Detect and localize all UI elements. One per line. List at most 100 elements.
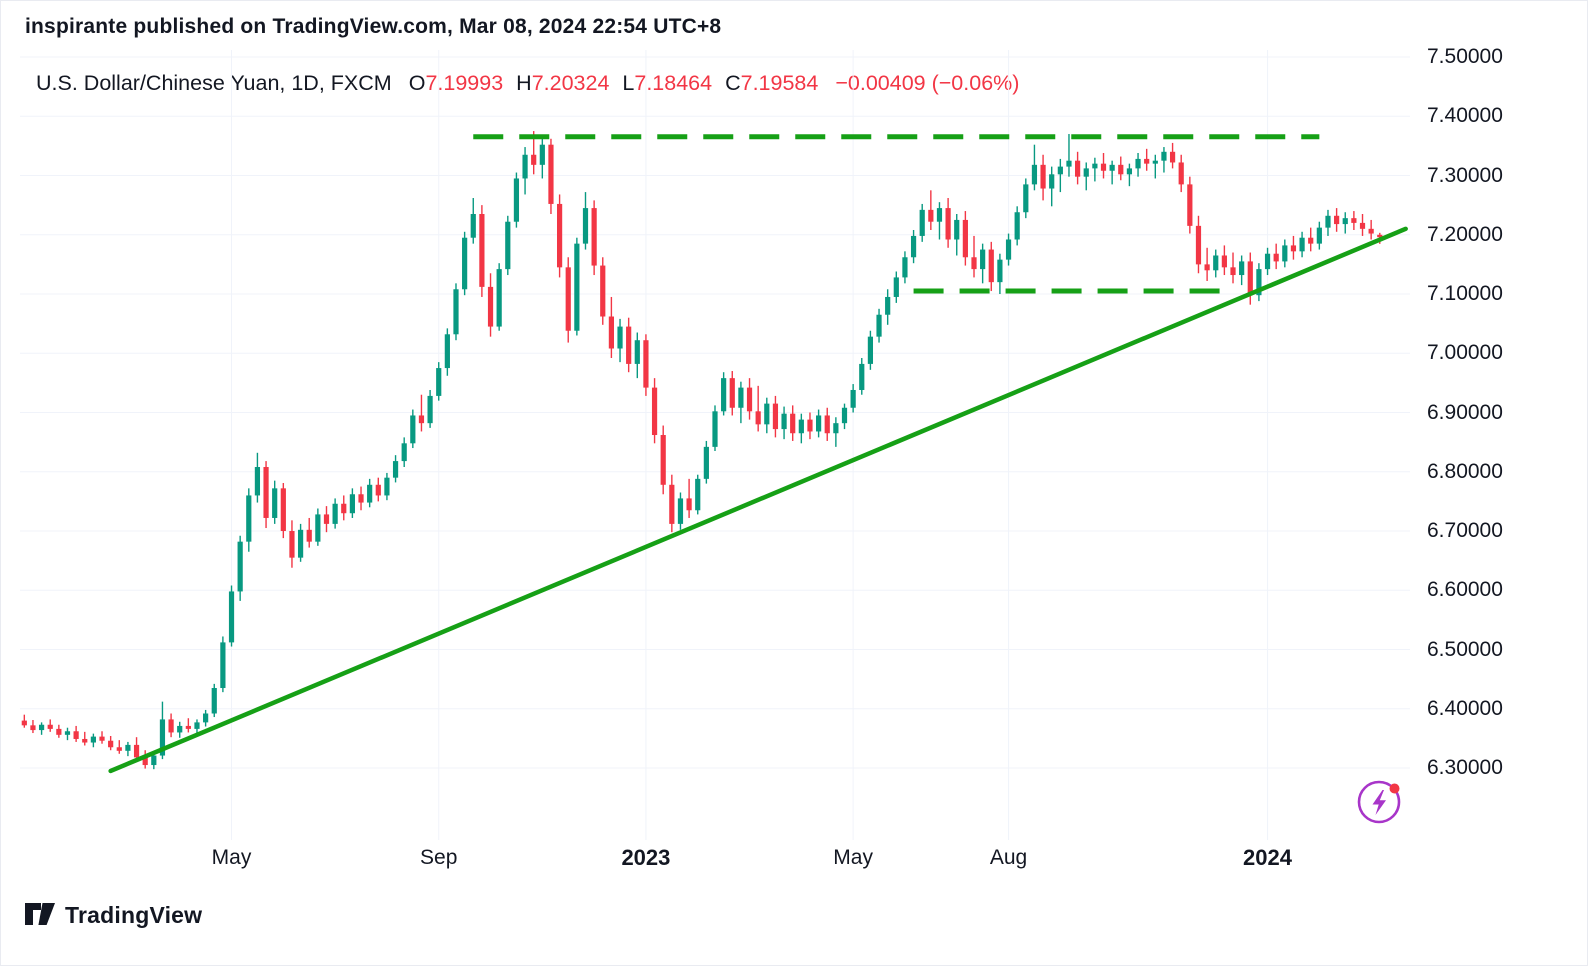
candle-body xyxy=(410,415,416,444)
candle-body xyxy=(1256,269,1262,296)
ohlc-high: H7.20324 xyxy=(516,71,609,96)
ohlc-low: L7.18464 xyxy=(622,71,712,96)
candle-body xyxy=(1299,237,1305,252)
candle-body xyxy=(1066,160,1072,167)
candle-body xyxy=(928,209,934,222)
candle-body xyxy=(1204,264,1210,271)
candle-body xyxy=(1377,234,1383,238)
ohlc-close: C7.19584 xyxy=(725,71,818,96)
price-tick-label: 6.40000 xyxy=(1427,696,1503,720)
ohlc-low-label: L xyxy=(622,71,635,95)
candle-body xyxy=(436,368,442,396)
candle-body xyxy=(1178,162,1184,185)
candle-body xyxy=(289,531,295,558)
ascending-support-trendline[interactable] xyxy=(108,226,1408,774)
candle-body xyxy=(375,484,381,496)
ohlc-high-value: 7.20324 xyxy=(531,71,610,95)
candle-body xyxy=(99,736,105,741)
candle-body xyxy=(591,208,597,266)
candle-body xyxy=(651,387,658,436)
candle-body xyxy=(263,467,269,518)
tradingview-logo[interactable]: TradingView xyxy=(25,901,202,929)
candle-body xyxy=(807,419,813,432)
price-tick-label: 7.20000 xyxy=(1427,222,1503,246)
price-tick-label: 7.40000 xyxy=(1427,104,1503,128)
ohlc-high-label: H xyxy=(516,71,532,95)
candle-body xyxy=(125,744,131,751)
candle-body xyxy=(496,269,502,327)
candle-body xyxy=(220,642,226,689)
candle-body xyxy=(38,724,45,731)
candle-body xyxy=(513,178,520,222)
candle-body xyxy=(1230,267,1236,276)
candle-body xyxy=(1273,253,1279,262)
candle-body xyxy=(980,249,986,270)
candle-body xyxy=(1325,215,1331,228)
candle-body xyxy=(1221,255,1227,268)
candle-body xyxy=(1351,218,1357,223)
candle-body xyxy=(168,719,174,733)
price-tick-label: 6.50000 xyxy=(1427,637,1503,661)
tradingview-logo-icon xyxy=(25,903,55,925)
candle-body xyxy=(1092,163,1098,169)
candle-body xyxy=(531,154,537,165)
candle-body xyxy=(228,591,235,643)
price-chart-canvas[interactable] xyxy=(20,50,1410,840)
candle-body xyxy=(755,411,761,425)
candle-body xyxy=(539,144,545,165)
candle-body xyxy=(893,277,899,297)
candle-body xyxy=(1075,160,1081,177)
candle-body xyxy=(859,363,865,390)
ohlc-low-value: 7.18464 xyxy=(634,71,713,95)
candle-body xyxy=(401,443,407,462)
candle-body xyxy=(142,757,148,766)
candle-body xyxy=(885,296,891,315)
candle-body xyxy=(462,237,468,290)
candle-body xyxy=(988,249,994,283)
candle-body xyxy=(159,719,166,756)
price-tick-label: 6.70000 xyxy=(1427,519,1503,542)
candle-body xyxy=(919,209,925,236)
price-tick-label: 7.30000 xyxy=(1427,163,1503,187)
candle-body xyxy=(712,411,718,447)
candle-body xyxy=(108,740,114,748)
candle-body xyxy=(634,340,640,364)
ohlc-open-label: O xyxy=(408,71,426,95)
flash-reaction-button[interactable] xyxy=(1356,778,1404,826)
candle-body xyxy=(254,467,261,496)
candle-body xyxy=(315,514,321,542)
candle-body xyxy=(280,488,286,531)
price-tick-label: 6.80000 xyxy=(1427,459,1503,483)
candle-body xyxy=(505,221,511,270)
time-axis[interactable]: May Sep 2023 May Aug 2024 xyxy=(20,841,1410,877)
price-axis[interactable]: 7.50000 7.40000 7.30000 7.20000 7.10000 7.000… xyxy=(1427,45,1582,840)
candle-body xyxy=(556,203,563,268)
candle-body xyxy=(772,403,779,430)
candle-body xyxy=(90,736,96,743)
price-tick-label: 6.60000 xyxy=(1427,578,1503,602)
candle-body xyxy=(1368,228,1374,234)
time-tick-label: 2023 xyxy=(621,845,671,870)
candle-body xyxy=(962,219,968,258)
candle-body xyxy=(341,503,347,514)
candle-body xyxy=(1109,164,1115,171)
candle-body xyxy=(522,154,528,179)
candle-body xyxy=(358,494,364,503)
candle-body xyxy=(790,413,796,434)
candle-body xyxy=(677,498,684,524)
candle-body xyxy=(1014,212,1020,240)
candle-body xyxy=(297,529,304,558)
candle-body xyxy=(1161,151,1167,161)
candle-body xyxy=(272,488,278,518)
time-tick-label: May xyxy=(211,846,252,869)
candle-body xyxy=(1023,184,1029,213)
candle-body xyxy=(582,208,589,244)
candle-body xyxy=(56,728,62,735)
candle-body xyxy=(867,336,874,364)
candle-body xyxy=(64,731,71,735)
candle-body xyxy=(1031,164,1038,185)
candle-body xyxy=(764,403,770,425)
candle-body xyxy=(1144,158,1150,164)
candle-body xyxy=(565,267,571,331)
candle-body xyxy=(626,326,632,364)
